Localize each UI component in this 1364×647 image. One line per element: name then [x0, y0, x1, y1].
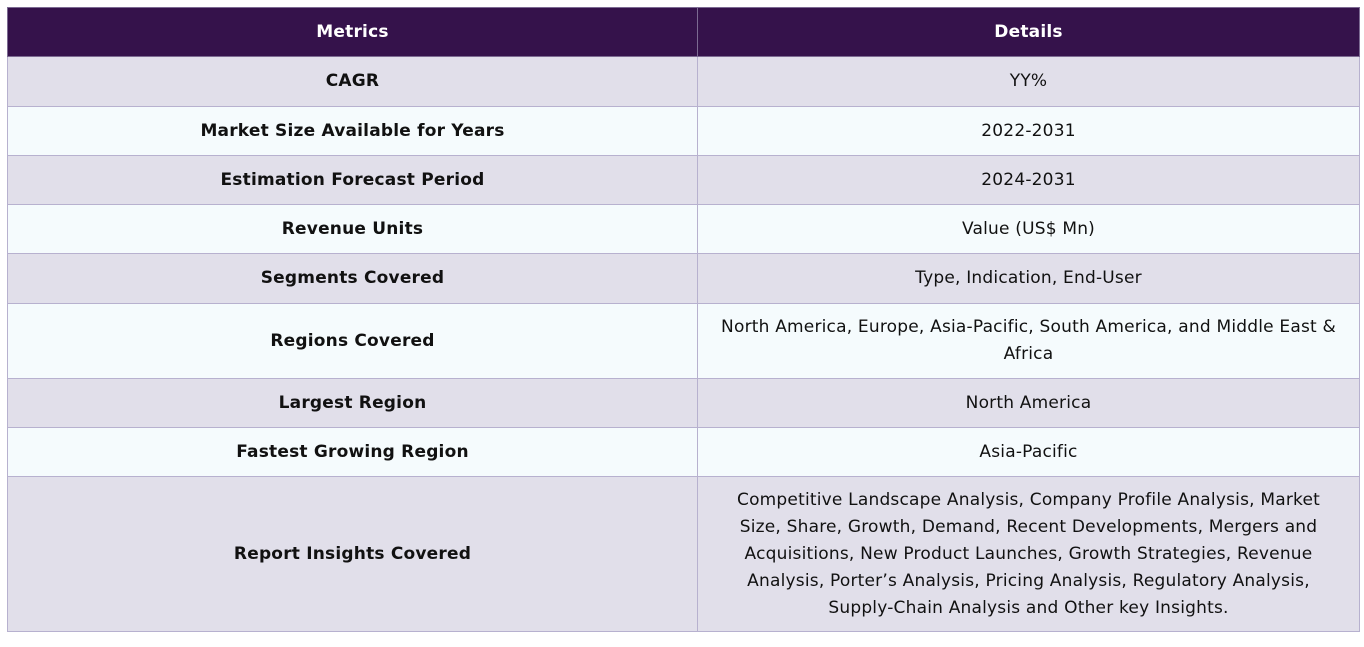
- metric-cell: Largest Region: [7, 378, 698, 428]
- detail-cell: Value (US$ Mn): [697, 204, 1360, 254]
- detail-cell: North America: [697, 378, 1360, 428]
- detail-cell: Competitive Landscape Analysis, Company …: [697, 476, 1360, 632]
- metric-cell: Regions Covered: [7, 303, 698, 379]
- table-row: Regions Covered North America, Europe, A…: [7, 303, 1360, 379]
- table-row: Estimation Forecast Period 2024-2031: [7, 155, 1360, 205]
- metric-cell: CAGR: [7, 56, 698, 107]
- metric-cell: Fastest Growing Region: [7, 427, 698, 477]
- detail-cell: YY%: [697, 56, 1360, 107]
- table-row: CAGR YY%: [7, 56, 1360, 107]
- detail-cell: Type, Indication, End-User: [697, 253, 1360, 304]
- table-row: Fastest Growing Region Asia-Pacific: [7, 427, 1360, 477]
- report-metrics-table-container: Metrics Details CAGR YY% Market Size Ava…: [7, 7, 1360, 632]
- detail-cell: North America, Europe, Asia-Pacific, Sou…: [697, 303, 1360, 379]
- header-metrics: Metrics: [7, 7, 698, 57]
- table-row: Largest Region North America: [7, 378, 1360, 428]
- header-details: Details: [697, 7, 1360, 57]
- table-row: Segments Covered Type, Indication, End-U…: [7, 253, 1360, 304]
- metric-cell: Segments Covered: [7, 253, 698, 304]
- detail-cell: Asia-Pacific: [697, 427, 1360, 477]
- table-header-row: Metrics Details: [7, 7, 1360, 57]
- detail-cell: 2024-2031: [697, 155, 1360, 205]
- table-row: Revenue Units Value (US$ Mn): [7, 204, 1360, 254]
- metric-cell: Revenue Units: [7, 204, 698, 254]
- detail-cell: 2022-2031: [697, 106, 1360, 156]
- table-row: Market Size Available for Years 2022-203…: [7, 106, 1360, 156]
- metric-cell: Report Insights Covered: [7, 476, 698, 632]
- metric-cell: Estimation Forecast Period: [7, 155, 698, 205]
- table-row: Report Insights Covered Competitive Land…: [7, 476, 1360, 632]
- report-metrics-table: Metrics Details CAGR YY% Market Size Ava…: [7, 7, 1360, 632]
- metric-cell: Market Size Available for Years: [7, 106, 698, 156]
